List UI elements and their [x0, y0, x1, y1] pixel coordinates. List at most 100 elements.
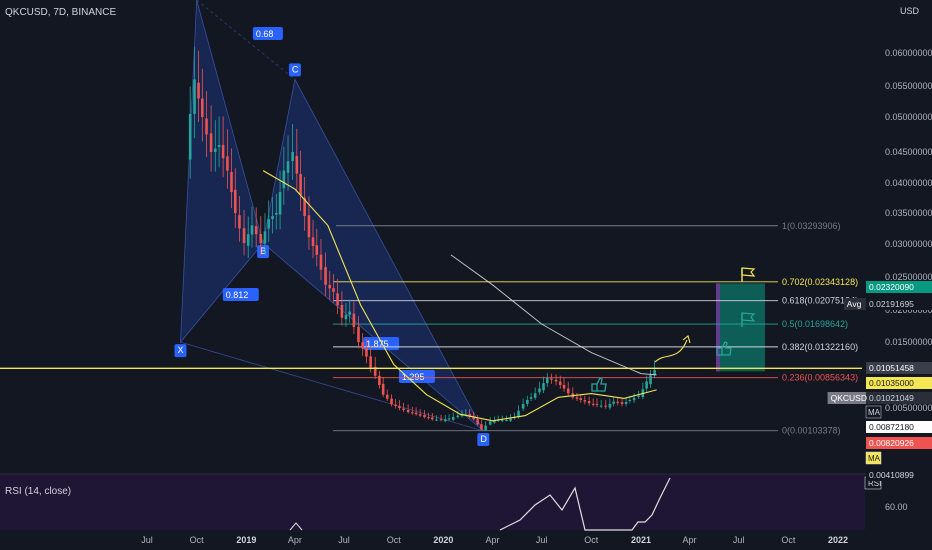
candle-body: [205, 118, 208, 135]
candle-body: [286, 161, 290, 173]
price-badge: 0.01051458: [869, 363, 914, 373]
price-badge: 0.01035000: [869, 378, 914, 388]
candle-body: [385, 394, 389, 399]
candle-body: [608, 404, 612, 408]
rsi-title: RSI (14, close): [5, 486, 71, 497]
candles: [188, 47, 656, 431]
candle-body: [542, 383, 545, 391]
price-tick-label: 0.02500000: [885, 272, 932, 282]
candle-body: [315, 245, 319, 255]
candle-body: [352, 313, 356, 328]
candle-body: [299, 174, 302, 195]
candle-body: [435, 419, 438, 421]
candle-body: [468, 414, 471, 417]
candle-body: [274, 213, 278, 215]
harmonic-ratio-bg: [252, 27, 283, 40]
candle-body: [259, 233, 263, 244]
price-badge-prefix: QKCUSD: [831, 393, 867, 403]
fib-level-label: 0.702(0.02343128): [782, 277, 858, 287]
candle-body: [624, 402, 628, 404]
candle-body: [591, 403, 595, 405]
candle-body: [238, 215, 241, 229]
projection-arrow: [654, 339, 688, 363]
fib-level-label: 0.236(0.00856343): [782, 373, 858, 383]
symbol-title: QKCUSD, 7D, BINANCE: [5, 7, 116, 18]
price-tick-label: 0.03000000: [885, 239, 932, 249]
harmonic-point-x-bg: [174, 344, 187, 358]
ma-tag-bg: [865, 451, 882, 465]
candle-body: [628, 400, 632, 401]
harmonic-pattern[interactable]: X B C D 0.68 0.812 1.875 1.295: [174, 0, 490, 446]
time-tick-label: 2021: [631, 535, 651, 545]
candle-body: [456, 415, 460, 418]
time-tick-label: Oct: [781, 535, 796, 545]
price-tick-label: 0.00500000: [885, 403, 932, 413]
price-badge-bg: [866, 469, 932, 481]
target-box-edge: [716, 283, 720, 372]
candle-body: [332, 288, 335, 292]
candle-body: [488, 421, 492, 425]
candle-body: [476, 419, 479, 425]
candle-body: [558, 381, 562, 385]
harmonic-xd-leg: [180, 341, 484, 432]
currency-label: USD: [900, 6, 920, 16]
candle-body: [579, 398, 583, 400]
price-badge-bg: [866, 281, 932, 293]
candle-body: [649, 375, 652, 385]
candle-body: [439, 419, 443, 421]
rsi-line-early: [289, 522, 303, 531]
fib-retracement[interactable]: 1(0.03293906) 0.702(0.02343128) 0.618(0.02…: [333, 221, 858, 436]
price-tick-label: 0.06000000: [885, 48, 932, 58]
time-tick-label: Apr: [485, 535, 499, 545]
candle-body: [575, 397, 579, 399]
rsi-badge: RSI: [868, 479, 881, 488]
time-tick-label: Jul: [338, 535, 350, 545]
ma-tag: MA: [868, 408, 881, 417]
candle-body: [250, 225, 254, 235]
candle-body: [340, 304, 344, 318]
candle-body: [464, 414, 468, 416]
candle-body: [562, 384, 566, 389]
target-zone[interactable]: [716, 283, 765, 372]
candle-body: [381, 383, 385, 395]
candle-body: [529, 397, 533, 399]
candle-body: [484, 425, 487, 431]
candle-body: [390, 398, 393, 404]
candle-body: [319, 254, 323, 270]
time-axis[interactable]: Jul Oct 2019 Apr Jul Oct 2020 Apr Jul Oct 2021 Apr J…: [141, 535, 848, 545]
price-badge-bg: [866, 362, 932, 374]
rsi-line: [499, 477, 671, 531]
candle-body: [414, 412, 418, 415]
time-tick-label: 2019: [236, 535, 256, 545]
time-tick-label: Jul: [536, 535, 548, 545]
candle-body: [472, 416, 476, 420]
ma-short-line: [262, 170, 657, 422]
candle-body: [307, 215, 311, 238]
candle-body: [505, 420, 508, 421]
candle-body: [599, 405, 603, 407]
harmonic-ratio-bg: [398, 370, 435, 383]
price-axis[interactable]: 0.06000000 0.05500000 0.05000000 0.04500000…: [827, 48, 932, 481]
price-badge: 0.02191695: [869, 299, 914, 309]
harmonic-ratio-label: 1.875: [366, 339, 389, 349]
candle-body: [406, 409, 410, 412]
annotations[interactable]: [0, 267, 862, 392]
candle-body: [423, 415, 426, 418]
candle-body: [263, 231, 267, 244]
candle-body: [496, 420, 500, 421]
candle-body: [246, 234, 250, 246]
candle-body: [545, 378, 549, 384]
candle-body: [361, 342, 364, 349]
thumbs-up-icon: [591, 377, 607, 392]
candle-body: [566, 388, 570, 394]
candle-body: [226, 156, 229, 171]
candle-body: [230, 172, 233, 192]
candle-body: [493, 420, 496, 423]
candle-body: [242, 228, 246, 244]
time-tick-label: 2022: [828, 535, 848, 545]
candle-body: [653, 370, 656, 376]
candle-body: [209, 133, 213, 152]
fib-level-label: 0.382(0.01322160): [782, 342, 858, 352]
candle-body: [267, 219, 271, 229]
